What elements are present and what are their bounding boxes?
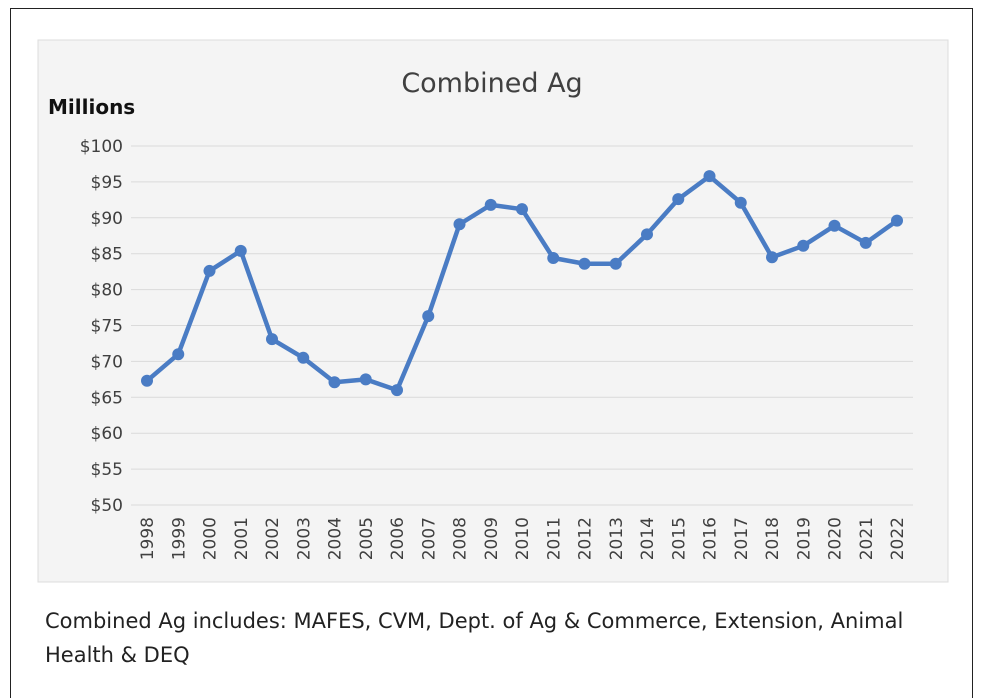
x-tick-label: 2014 xyxy=(638,517,658,560)
y-tick-label: $65 xyxy=(91,388,123,408)
marker xyxy=(734,196,747,209)
x-tick-label: 2003 xyxy=(294,517,314,560)
marker xyxy=(453,218,466,231)
x-tick-label: 2016 xyxy=(701,517,721,560)
marker xyxy=(891,214,903,227)
y-tick-label: $75 xyxy=(91,317,123,337)
x-tick-label: 2012 xyxy=(576,517,596,560)
x-tick-label: 2013 xyxy=(607,517,627,560)
x-tick-label: 2004 xyxy=(326,517,346,560)
x-tick-label: 2009 xyxy=(482,517,502,560)
y-tick-label: $100 xyxy=(80,137,123,157)
y-tick-label: $70 xyxy=(91,352,123,372)
marker xyxy=(609,257,622,270)
marker xyxy=(578,257,591,270)
marker xyxy=(234,244,247,257)
marker xyxy=(672,193,685,206)
x-tick-label: 2010 xyxy=(513,517,533,560)
x-tick-label: 2007 xyxy=(419,517,439,560)
marker xyxy=(141,374,153,387)
x-tick-label: 2022 xyxy=(888,517,908,560)
x-tick-label: 1999 xyxy=(169,517,189,560)
x-tick-label: 2018 xyxy=(763,517,783,560)
x-tick-label: 1998 xyxy=(138,517,158,560)
marker xyxy=(328,376,341,389)
marker xyxy=(359,373,372,386)
y-tick-label: $50 xyxy=(91,496,123,516)
marker xyxy=(766,251,778,264)
chart-area xyxy=(37,39,949,583)
y-tick-label: $85 xyxy=(91,245,123,265)
marker xyxy=(484,198,497,211)
marker xyxy=(797,239,810,252)
x-tick-label: 2017 xyxy=(732,517,752,560)
x-tick-label: 2006 xyxy=(388,517,408,560)
marker xyxy=(297,351,310,364)
chart-title: Combined Ag xyxy=(401,68,582,99)
marker xyxy=(266,333,278,346)
y-axis-label: Millions xyxy=(48,95,135,119)
x-tick-label: 2000 xyxy=(201,517,221,560)
y-tick-label: $80 xyxy=(91,281,123,301)
x-tick-label: 2015 xyxy=(669,517,689,560)
x-tick-label: 2001 xyxy=(232,517,252,560)
marker xyxy=(203,264,216,277)
marker xyxy=(859,236,872,249)
y-tick-label: $90 xyxy=(91,209,123,229)
marker xyxy=(172,348,185,361)
x-tick-label: 2008 xyxy=(451,517,471,560)
frame xyxy=(10,8,973,698)
x-tick-label: 2011 xyxy=(544,517,564,560)
marker xyxy=(641,228,653,241)
y-tick-label: $60 xyxy=(91,424,123,444)
marker xyxy=(516,203,528,216)
marker xyxy=(547,252,560,265)
marker xyxy=(828,219,841,232)
x-tick-label: 2019 xyxy=(794,517,814,560)
x-tick-label: 2021 xyxy=(857,517,877,560)
x-tick-label: 2002 xyxy=(263,517,283,560)
caption: Combined Ag includes: MAFES, CVM, Dept. … xyxy=(45,609,904,667)
y-tick-label: $55 xyxy=(91,460,123,480)
marker xyxy=(391,384,403,397)
x-tick-label: 2005 xyxy=(357,517,377,560)
y-tick-label: $95 xyxy=(91,173,123,193)
chart: Combined Ag Millions $50 $55 $60 $65 $70 $75 $… xyxy=(37,39,949,583)
marker xyxy=(422,310,435,323)
x-tick-label: 2020 xyxy=(826,517,846,560)
marker xyxy=(703,170,716,183)
